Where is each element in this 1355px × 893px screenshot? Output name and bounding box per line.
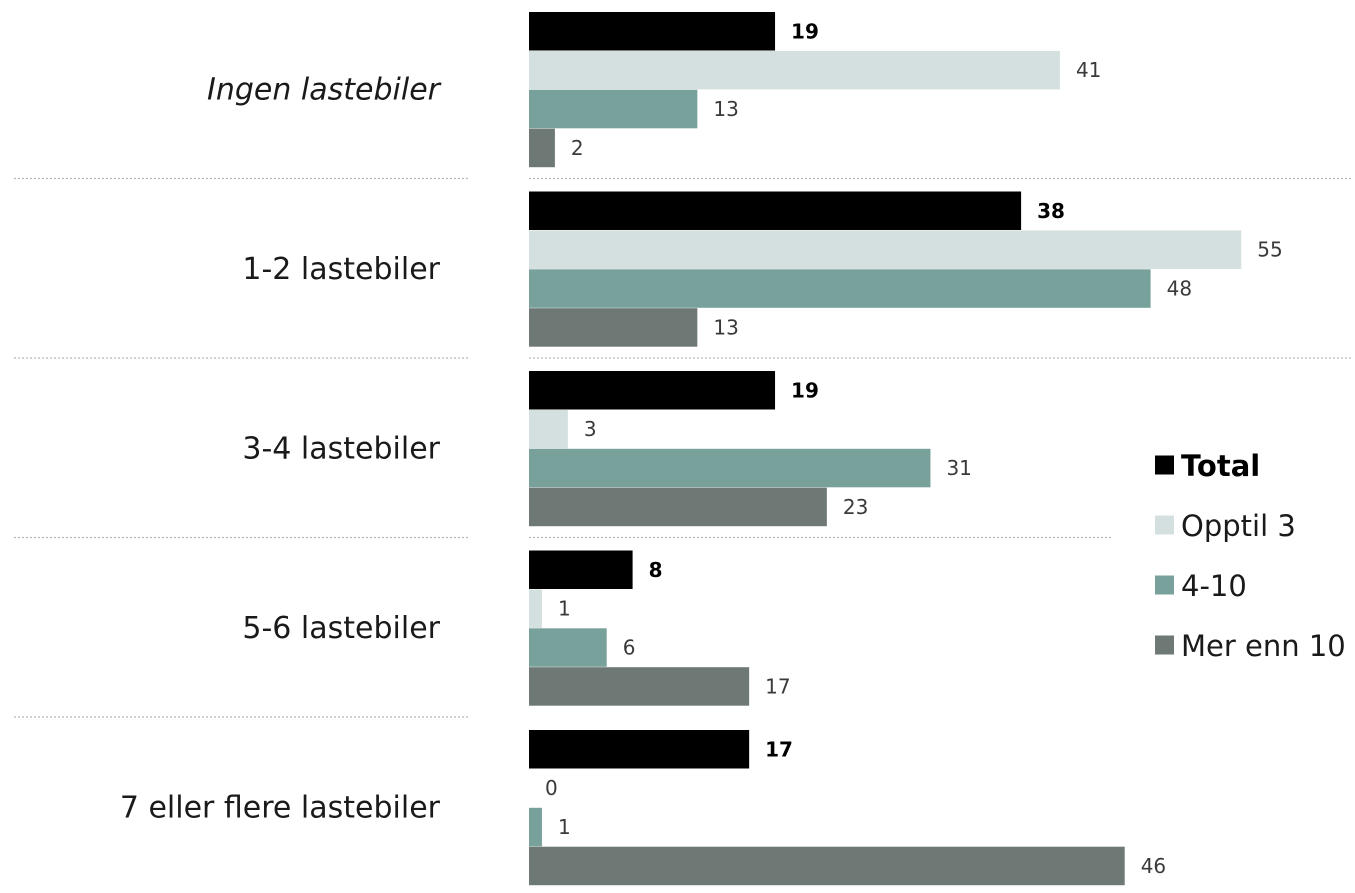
bar-total-3-4-lastebiler bbox=[529, 371, 776, 410]
bar-mer-enn-10-1-2-lastebiler bbox=[529, 308, 698, 347]
value-label-4-10-1-2-lastebiler: 48 bbox=[1167, 277, 1192, 301]
legend-swatch-4-10 bbox=[1155, 575, 1174, 595]
legend: Total Opptil 3 4-10 Mer enn 10 bbox=[1155, 449, 1346, 663]
legend-label-total: Total bbox=[1181, 449, 1260, 483]
value-label-total-1-2-lastebiler: 38 bbox=[1037, 199, 1065, 223]
category-label-3-4-lastebiler: 3-4 lastebiler bbox=[242, 432, 440, 467]
bar-mer-enn-10-5-6-lastebiler bbox=[529, 667, 750, 706]
category-label-7-eller-flere-lastebiler: 7 eller flere lastebiler bbox=[120, 791, 441, 826]
bar-4-10-1-2-lastebiler bbox=[529, 269, 1151, 308]
legend-label-opptil-3: Opptil 3 bbox=[1181, 509, 1296, 543]
value-label-4-10-5-6-lastebiler: 6 bbox=[623, 636, 636, 660]
value-label-opptil-3-ingen-lastebiler: 41 bbox=[1076, 58, 1101, 82]
bar-total-ingen-lastebiler bbox=[529, 12, 776, 51]
value-label-4-10-7-eller-flere-lastebiler: 1 bbox=[558, 815, 571, 839]
value-label-opptil-3-1-2-lastebiler: 55 bbox=[1257, 238, 1282, 262]
bar-mer-enn-10-3-4-lastebiler bbox=[529, 487, 827, 527]
value-label-total-3-4-lastebiler: 19 bbox=[791, 378, 819, 402]
value-label-mer-enn-10-1-2-lastebiler: 13 bbox=[713, 315, 738, 339]
value-label-mer-enn-10-7-eller-flere-lastebiler: 46 bbox=[1141, 854, 1166, 878]
value-label-mer-enn-10-ingen-lastebiler: 2 bbox=[571, 136, 584, 160]
legend-label-mer-enn-10: Mer enn 10 bbox=[1181, 629, 1346, 663]
bar-total-7-eller-flere-lastebiler bbox=[529, 730, 750, 769]
value-label-total-7-eller-flere-lastebiler: 17 bbox=[765, 737, 793, 761]
legend-swatch-mer-enn-10 bbox=[1155, 635, 1174, 655]
bar-total-1-2-lastebiler bbox=[529, 191, 1022, 230]
category-label-1-2-lastebiler: 1-2 lastebiler bbox=[242, 252, 440, 287]
bar-opptil-3-ingen-lastebiler bbox=[529, 50, 1060, 90]
bar-4-10-5-6-lastebiler bbox=[529, 628, 607, 667]
value-label-opptil-3-7-eller-flere-lastebiler: 0 bbox=[545, 776, 558, 800]
value-label-total-5-6-lastebiler: 8 bbox=[649, 558, 663, 582]
legend-swatch-total bbox=[1155, 455, 1174, 475]
value-label-4-10-ingen-lastebiler: 13 bbox=[713, 97, 738, 121]
value-label-opptil-3-3-4-lastebiler: 3 bbox=[584, 417, 597, 441]
bar-opptil-3-1-2-lastebiler bbox=[529, 230, 1242, 269]
bar-opptil-3-3-4-lastebiler bbox=[529, 409, 568, 449]
legend-label-4-10: 4-10 bbox=[1181, 569, 1247, 603]
bar-4-10-7-eller-flere-lastebiler bbox=[529, 807, 542, 847]
bar-4-10-3-4-lastebiler bbox=[529, 448, 931, 488]
category-label-ingen-lastebiler: Ingen lastebiler bbox=[207, 73, 442, 108]
bar-opptil-3-5-6-lastebiler bbox=[529, 589, 542, 628]
value-label-opptil-3-5-6-lastebiler: 1 bbox=[558, 597, 571, 621]
bar-4-10-ingen-lastebiler bbox=[529, 89, 698, 129]
legend-swatch-opptil-3 bbox=[1155, 515, 1174, 535]
value-label-total-ingen-lastebiler: 19 bbox=[791, 19, 819, 43]
category-labels: Ingen lastebiler 1-2 lastebiler 3-4 lasteb… bbox=[120, 73, 442, 826]
group-separators bbox=[14, 177, 1352, 718]
bar-mer-enn-10-ingen-lastebiler bbox=[529, 128, 555, 168]
bar-mer-enn-10-7-eller-flere-lastebiler bbox=[529, 846, 1125, 886]
value-label-mer-enn-10-5-6-lastebiler: 17 bbox=[765, 674, 790, 698]
category-label-5-6-lastebiler: 5-6 lastebiler bbox=[242, 611, 440, 646]
value-label-4-10-3-4-lastebiler: 31 bbox=[946, 456, 971, 480]
bar-total-5-6-lastebiler bbox=[529, 550, 633, 589]
value-label-mer-enn-10-3-4-lastebiler: 23 bbox=[843, 495, 868, 519]
bars bbox=[529, 12, 1242, 886]
